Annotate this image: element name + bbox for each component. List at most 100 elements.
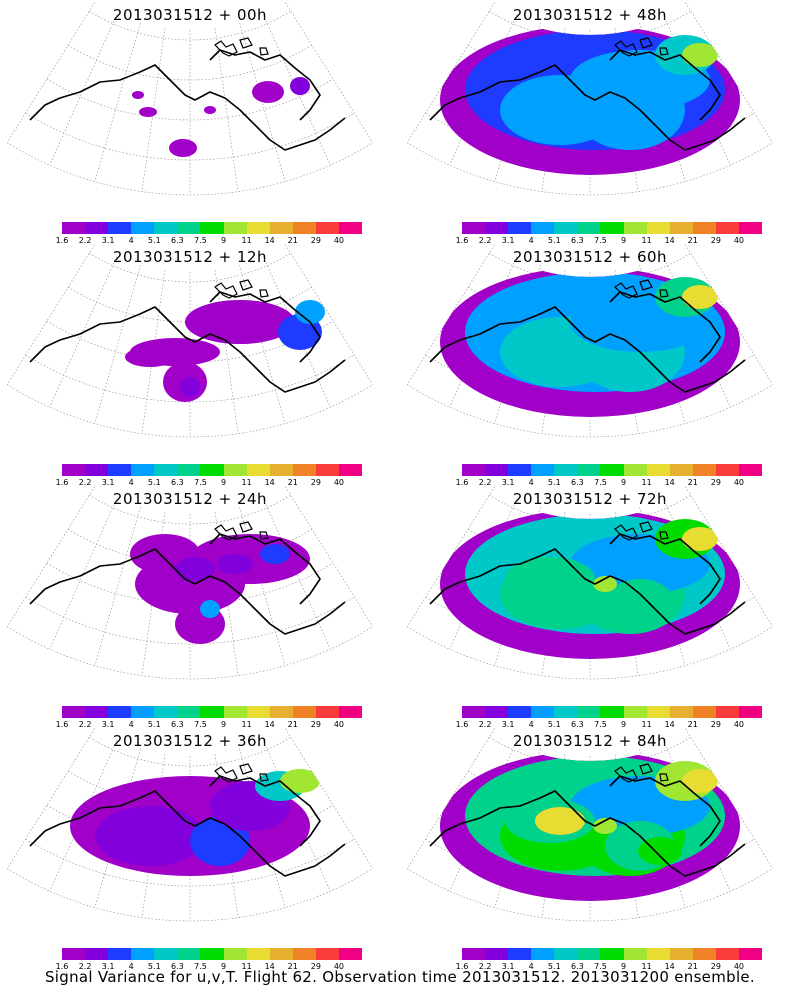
- colorbar-swatch: [177, 464, 201, 476]
- meridian-line: [6, 2, 95, 143]
- colorbar-swatch: [531, 948, 555, 960]
- colorbar-tick-label: 5.1: [547, 236, 561, 245]
- figure-caption: Signal Variance for u,v,T. Flight 62. Ob…: [44, 968, 756, 986]
- panel-title: 2013031512 + 24h: [112, 490, 268, 508]
- colorbar-tick-label: 7.5: [194, 962, 207, 971]
- colorbar-swatch: [200, 222, 224, 234]
- colorbar: [62, 464, 363, 476]
- colorbar-swatch: [462, 464, 486, 476]
- colorbar-tick-label: 4: [528, 236, 534, 245]
- colorbar-swatch: [246, 706, 270, 718]
- colorbar-swatch: [531, 706, 555, 718]
- colorbar-swatch: [85, 222, 109, 234]
- colorbar-swatch: [462, 706, 486, 718]
- coastline: [429, 533, 746, 635]
- meridian-line: [94, 506, 141, 666]
- variance-contour: [200, 600, 220, 618]
- colorbar-tick-label: 7.5: [594, 962, 607, 971]
- meridian-line: [406, 2, 495, 143]
- colorbar-tick-label: 2.2: [78, 720, 92, 729]
- colorbar-swatch: [177, 222, 201, 234]
- forecast-panel: 2013031512 + 24h 1.6 2.2 3.1 4 5.1 6.3 7.5 9 11 14…: [0, 484, 400, 729]
- meridian-line: [141, 28, 166, 192]
- colorbar-swatch: [108, 706, 132, 718]
- meridian-line: [214, 512, 239, 676]
- colorbar-tick-label: 2.2: [78, 236, 92, 245]
- colorbar: [462, 706, 763, 718]
- colorbar-swatch: [738, 948, 763, 960]
- colorbar-tick-label: 1.6: [55, 236, 69, 245]
- forecast-panel: 2013031512 + 60h 1.6 2.2 3.1 4 5.1 6.3 7.5 9 11 14…: [400, 242, 800, 487]
- colorbar-tick-label: 40: [333, 962, 345, 971]
- meridian-line: [214, 28, 239, 192]
- colorbar-swatch: [269, 464, 293, 476]
- colorbar-swatch: [508, 464, 532, 476]
- map-plot: [6, 728, 374, 922]
- colorbar-tick-label: 14: [264, 962, 275, 971]
- colorbar-swatch: [269, 948, 293, 960]
- forecast-panel: 2013031512 + 84h 1.6 2.2 3.1 4 5.1 6.3 7.5 9 11 14…: [400, 726, 800, 971]
- colorbar-swatch: [338, 222, 363, 234]
- meridian-line: [94, 22, 141, 182]
- meridian-line: [262, 256, 331, 408]
- colorbar-tick-label: 14: [664, 720, 675, 729]
- colorbar-ticks: 1.6 2.2 3.1 4 5.1 6.3 7.5 9 11 14 21 29 40: [56, 236, 362, 246]
- colorbar-tick-label: 14: [264, 478, 275, 487]
- colorbar-swatch: [200, 948, 224, 960]
- latitude-line: [89, 494, 291, 525]
- colorbar-swatch: [62, 948, 86, 960]
- colorbar-swatch: [223, 948, 247, 960]
- colorbar-tick-label: 5.1: [547, 962, 561, 971]
- variance-contour: [682, 43, 718, 67]
- meridian-line: [239, 506, 286, 666]
- colorbar-tick-label: 3.1: [501, 720, 515, 729]
- meridian-line: [406, 486, 495, 627]
- map-plot: [6, 486, 374, 680]
- colorbar-tick-label: 6.3: [171, 962, 184, 971]
- colorbar-tick-label: 21: [687, 478, 698, 487]
- meridian-line: [449, 256, 518, 408]
- colorbar: [462, 222, 763, 234]
- colorbar-tick-label: 11: [641, 236, 652, 245]
- variance-contour: [682, 769, 718, 793]
- meridian-line: [685, 244, 774, 385]
- colorbar-tick-label: 4: [528, 478, 534, 487]
- map-plot: [406, 728, 774, 922]
- colorbar-swatch: [462, 948, 486, 960]
- variance-contour: [204, 106, 216, 114]
- colorbar-swatch: [692, 948, 716, 960]
- variance-contour: [95, 806, 205, 866]
- colorbar-tick-label: 2.2: [478, 478, 492, 487]
- colorbar-swatch: [246, 464, 270, 476]
- colorbar-swatch: [577, 464, 601, 476]
- meridian-line: [285, 244, 374, 385]
- colorbar-tick-label: 9: [220, 962, 227, 971]
- colorbar-tick-label: 14: [264, 720, 275, 729]
- arctic-islands: [214, 279, 269, 299]
- panel-title: 2013031512 + 60h: [512, 248, 668, 266]
- colorbar-tick-label: 40: [333, 478, 345, 487]
- colorbar-tick-label: 21: [687, 720, 698, 729]
- colorbar-swatch: [715, 948, 739, 960]
- colorbar-swatch: [223, 706, 247, 718]
- panel-title: 2013031512 + 48h: [512, 6, 668, 24]
- colorbar-tick-label: 7.5: [594, 236, 607, 245]
- colorbar-swatch: [669, 464, 693, 476]
- colorbar-tick-label: 40: [733, 236, 745, 245]
- colorbar-swatch: [292, 222, 316, 234]
- colorbar-swatch: [577, 222, 601, 234]
- meridian-line: [6, 486, 95, 627]
- map-plot: [6, 244, 374, 438]
- colorbar-tick-label: 4: [528, 720, 534, 729]
- colorbar-tick-label: 3.1: [501, 478, 515, 487]
- colorbar-tick-label: 6.3: [171, 720, 184, 729]
- colorbar-tick-label: 40: [333, 236, 345, 245]
- meridian-line: [49, 256, 118, 408]
- forecast-panel: 2013031512 + 12h 1.6 2.2 3.1 4 5.1 6.3 7.5 9 11 14…: [0, 242, 400, 487]
- variance-contour: [605, 579, 675, 629]
- latitude-line: [25, 354, 355, 403]
- meridian-line: [239, 264, 286, 424]
- map-plot: [406, 2, 774, 196]
- meridian-line: [49, 14, 118, 166]
- colorbar-tick-label: 1.6: [55, 478, 69, 487]
